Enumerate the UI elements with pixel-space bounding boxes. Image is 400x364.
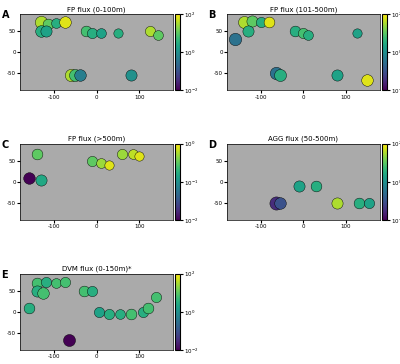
Point	[68, 72, 74, 78]
Point	[140, 309, 147, 315]
Point	[25, 305, 32, 310]
Point	[96, 309, 102, 315]
Point	[258, 19, 264, 25]
Point	[136, 154, 142, 159]
Point	[62, 19, 68, 25]
Point	[245, 28, 251, 34]
Point	[356, 200, 362, 206]
Title: FP flux (0-100m): FP flux (0-100m)	[67, 6, 126, 12]
Point	[277, 72, 283, 78]
Text: A: A	[2, 10, 9, 20]
Point	[62, 279, 68, 285]
Point	[89, 158, 96, 164]
Point	[106, 311, 112, 317]
Point	[249, 19, 256, 24]
Text: E: E	[2, 270, 8, 280]
Point	[106, 162, 112, 168]
Point	[53, 20, 59, 26]
Title: AGG flux (50-500m): AGG flux (50-500m)	[268, 136, 338, 142]
Point	[98, 30, 104, 36]
Point	[144, 305, 151, 310]
Point	[364, 77, 370, 83]
Point	[119, 151, 125, 157]
Point	[304, 32, 311, 38]
Point	[353, 30, 360, 36]
Point	[146, 28, 153, 34]
Point	[34, 288, 40, 293]
Point	[130, 151, 136, 157]
Title: FP flux (>500m): FP flux (>500m)	[68, 136, 125, 142]
Title: FP flux (101-500m): FP flux (101-500m)	[270, 6, 337, 12]
Text: C: C	[2, 140, 9, 150]
Point	[277, 200, 283, 206]
Point	[89, 288, 96, 293]
Point	[76, 72, 83, 78]
Text: B: B	[208, 10, 216, 20]
Point	[266, 19, 272, 25]
Point	[38, 177, 44, 183]
Point	[334, 72, 341, 78]
Point	[155, 32, 162, 38]
Point	[272, 200, 279, 206]
Point	[38, 19, 44, 25]
Point	[81, 288, 87, 293]
Point	[292, 28, 298, 34]
Point	[25, 175, 32, 181]
Point	[366, 200, 372, 206]
Point	[128, 72, 134, 78]
Point	[40, 290, 47, 296]
Point	[115, 30, 121, 36]
Point	[38, 28, 44, 34]
Point	[34, 280, 40, 286]
Point	[296, 183, 302, 189]
Point	[117, 311, 123, 317]
Point	[34, 151, 40, 157]
Point	[66, 337, 72, 343]
Point	[313, 183, 319, 189]
Point	[232, 36, 238, 42]
Point	[83, 28, 89, 34]
Point	[334, 200, 341, 206]
Title: DVM flux (0-150m)*: DVM flux (0-150m)*	[62, 266, 131, 272]
Point	[272, 71, 279, 76]
Point	[42, 279, 49, 285]
Point	[53, 280, 59, 286]
Point	[44, 21, 51, 27]
Point	[89, 30, 96, 36]
Point	[98, 160, 104, 166]
Text: D: D	[208, 140, 216, 150]
Point	[43, 28, 50, 34]
Point	[300, 30, 307, 36]
Point	[128, 311, 134, 317]
Point	[72, 72, 78, 78]
Point	[153, 294, 159, 300]
Point	[241, 19, 247, 25]
